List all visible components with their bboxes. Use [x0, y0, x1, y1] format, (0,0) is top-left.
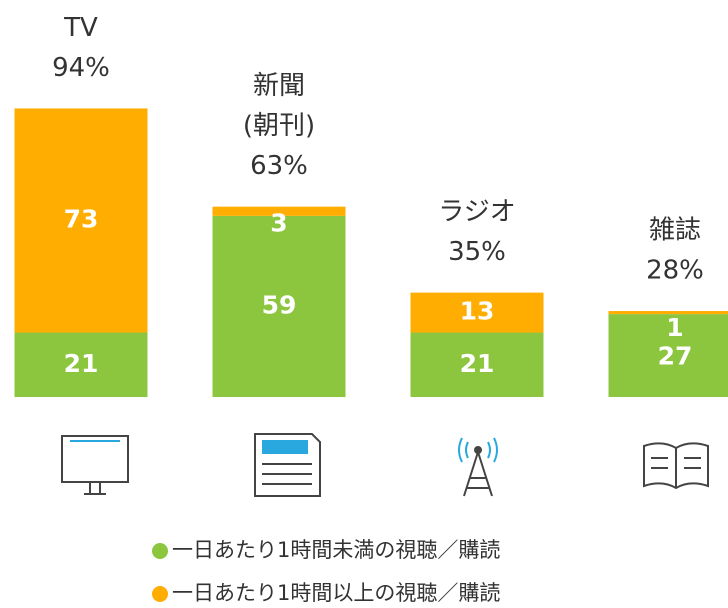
category-label: 雑誌: [649, 216, 701, 246]
bar-segment: [212, 215, 346, 397]
value-label: 13: [460, 297, 495, 326]
bar-segment: [410, 292, 544, 333]
icon-book: [643, 442, 709, 490]
legend-swatch: [152, 586, 168, 602]
value-label: 73: [64, 204, 99, 233]
total-label: 63%: [250, 151, 308, 181]
value-label: 1: [666, 313, 683, 342]
category-label: TV: [63, 13, 98, 43]
icon-radio-tower: [458, 437, 498, 497]
total-label: 94%: [52, 53, 110, 83]
total-label: 28%: [646, 256, 704, 286]
icon-newspaper: [254, 433, 321, 497]
value-label: 21: [460, 349, 495, 378]
category-note: (朝刊): [243, 111, 315, 141]
bar-segment: [212, 206, 346, 216]
bar-segment: [608, 314, 728, 397]
bar-segment: [14, 108, 148, 333]
value-label: 59: [262, 290, 297, 319]
bar-segment: [14, 332, 148, 397]
legend-swatch: [152, 543, 168, 559]
value-label: 21: [64, 349, 99, 378]
category-label: ラジオ: [438, 197, 515, 227]
bar-segment: [410, 332, 544, 397]
value-label: 27: [658, 342, 693, 371]
value-label: 3: [270, 209, 287, 238]
category-label: 新聞: [253, 71, 305, 101]
legend-label: 一日あたり1時間以上の視聴／購読: [172, 581, 500, 605]
bar-segment: [608, 311, 728, 315]
legend-label: 一日あたり1時間未満の視聴／購読: [172, 538, 500, 562]
total-label: 35%: [448, 237, 506, 267]
icon-tv: [61, 435, 129, 495]
